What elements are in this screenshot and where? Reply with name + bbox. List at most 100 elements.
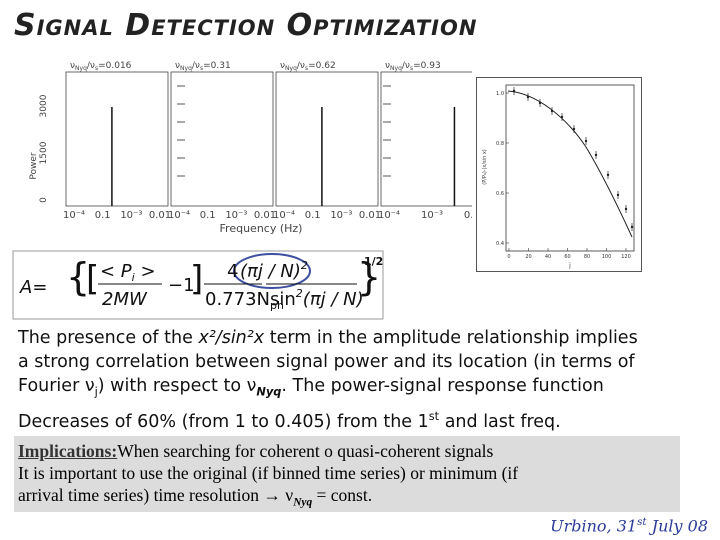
label-part: Nyq (180, 65, 192, 72)
point (572, 127, 576, 131)
x-tick-label: 10⁻³ (120, 210, 142, 221)
slide-title: Signal Detection Optimization (14, 8, 478, 43)
panel-label: νNyq/νs=0.93 (385, 61, 441, 72)
x-tick-label: 40 (545, 254, 551, 260)
text: = const. (312, 485, 373, 505)
y-axis-label: (P/P₀)·(x/sin x) (482, 149, 488, 185)
panel-frame (275, 71, 379, 207)
label-part: Nyq (75, 65, 87, 72)
response-figure: (P/P₀)·(x/sin x) j 0 20 40 60 80 100 120 0.4 0.6… (476, 77, 642, 272)
formula-text: 4 (227, 261, 238, 282)
label-part: =0.016 (98, 61, 132, 71)
text: x²/sin²x (198, 328, 265, 348)
y-tick-label: 0 (39, 197, 49, 203)
plot-frame (505, 84, 635, 252)
y-tick-label: 0.4 (496, 241, 504, 247)
formula: A= { [ < Pi > 2MW −1 ] 4 0.773Nph (πj / … (12, 250, 384, 320)
x-tick-label: 10⁻⁴ (63, 210, 85, 221)
text-line: a strong correlation between signal powe… (18, 350, 638, 374)
formula-frame (12, 250, 384, 320)
text: . The power-signal response function (281, 376, 604, 396)
label-part: ν (280, 61, 285, 71)
point (584, 139, 588, 143)
implications-box: Implications:When searching for coherent… (14, 436, 680, 512)
ticks: 0 20 40 60 80 100 120 0.4 0.6 0.8 1.0 (496, 91, 631, 260)
label-part: =0.62 (308, 61, 336, 71)
x-tick-label: 20 (525, 254, 531, 260)
x-axis-label: Frequency (Hz) (220, 222, 303, 235)
label-part: ν (175, 61, 180, 71)
text: Nyq (293, 496, 313, 509)
text-line: Fourier νj) with respect to νNyq. The po… (18, 374, 638, 404)
x-tick-label: 0.1 (95, 210, 111, 221)
x-tick-label: 10⁻⁴ (168, 210, 190, 221)
x-tick-label: 0.1 (200, 210, 216, 221)
data-points (512, 87, 634, 231)
label-part: /ν (402, 61, 410, 71)
y-tick-label: 0.6 (496, 191, 504, 197)
x-axis-label: j (568, 262, 571, 269)
text: Nyq (256, 384, 282, 399)
point (606, 173, 610, 177)
formula-text: sin2(πj / N) (270, 287, 364, 310)
text-line: It is important to use the original (if … (18, 463, 519, 483)
text-line: Implications:When searching for coherent… (18, 440, 680, 462)
point (512, 89, 516, 93)
x-tick-label: 0.01 (149, 210, 171, 221)
highlight-ellipse (233, 253, 311, 289)
panel-frame (170, 71, 274, 207)
x-tick-label: 120 (621, 254, 631, 260)
x-tick-label: 0.01 (464, 210, 472, 221)
formula-text: −1 (168, 275, 195, 296)
x-tick-label: 0.1 (305, 210, 321, 221)
formula-text: < Pi > (100, 261, 156, 284)
x-tick-label: 0 (507, 254, 510, 260)
x-tick-label: 10⁻⁴ (273, 210, 295, 221)
label-part: ν (385, 61, 390, 71)
panel-label: νNyq/νs=0.62 (280, 61, 336, 72)
figure-bg (26, 56, 472, 240)
point (594, 153, 598, 157)
formula-text: 2MW (102, 289, 148, 310)
formula-text: 0.773Nph (205, 289, 284, 312)
label-part: s (95, 65, 98, 72)
brace: { (66, 255, 90, 299)
label-part: Nyq (390, 65, 402, 72)
text: When searching for coherent o quasi-cohe… (117, 441, 494, 461)
text: term in the amplitude relationship impli… (264, 328, 638, 348)
formula-text: (πj / N)2 (240, 259, 308, 282)
text: Decreases of 60% (from 1 to 0.405) from … (18, 411, 429, 432)
label-part: /ν (192, 61, 200, 71)
label-part: =0.31 (203, 61, 231, 71)
fit-curve (507, 90, 633, 238)
text-line: Decreases of 60% (from 1 to 0.405) from … (18, 404, 638, 434)
text: ) with respect to ν (97, 376, 257, 396)
footer: Urbino, 31st July 08 (550, 516, 708, 535)
x-tick-label: 80 (584, 254, 590, 260)
label-part: ν (70, 61, 75, 71)
formula-text: 1/2 (364, 255, 383, 268)
x-tick-label: 10⁻³ (225, 210, 247, 221)
panel-frame (380, 71, 472, 207)
label-part: Nyq (285, 65, 297, 72)
bracket: [ (86, 259, 99, 299)
x-tick-label: 0.01 (254, 210, 276, 221)
y-tick-label: 0.8 (496, 141, 504, 147)
x-tick-label: 0.01 (359, 210, 381, 221)
text: Fourier ν (18, 376, 95, 396)
text-line: arrival time series) time resolution → ν… (18, 484, 680, 514)
label-part: /ν (297, 61, 305, 71)
brace: } (357, 255, 381, 299)
y-axis-label: Power (29, 152, 39, 180)
figure-frame (476, 77, 642, 272)
text: st (428, 408, 440, 423)
panel-label: νNyq/νs=0.016 (70, 61, 132, 72)
label-part: /ν (87, 61, 95, 71)
label-part: s (200, 65, 203, 72)
text: j (94, 384, 98, 399)
bracket: ] (190, 259, 203, 299)
formula-text: A= (19, 277, 47, 298)
